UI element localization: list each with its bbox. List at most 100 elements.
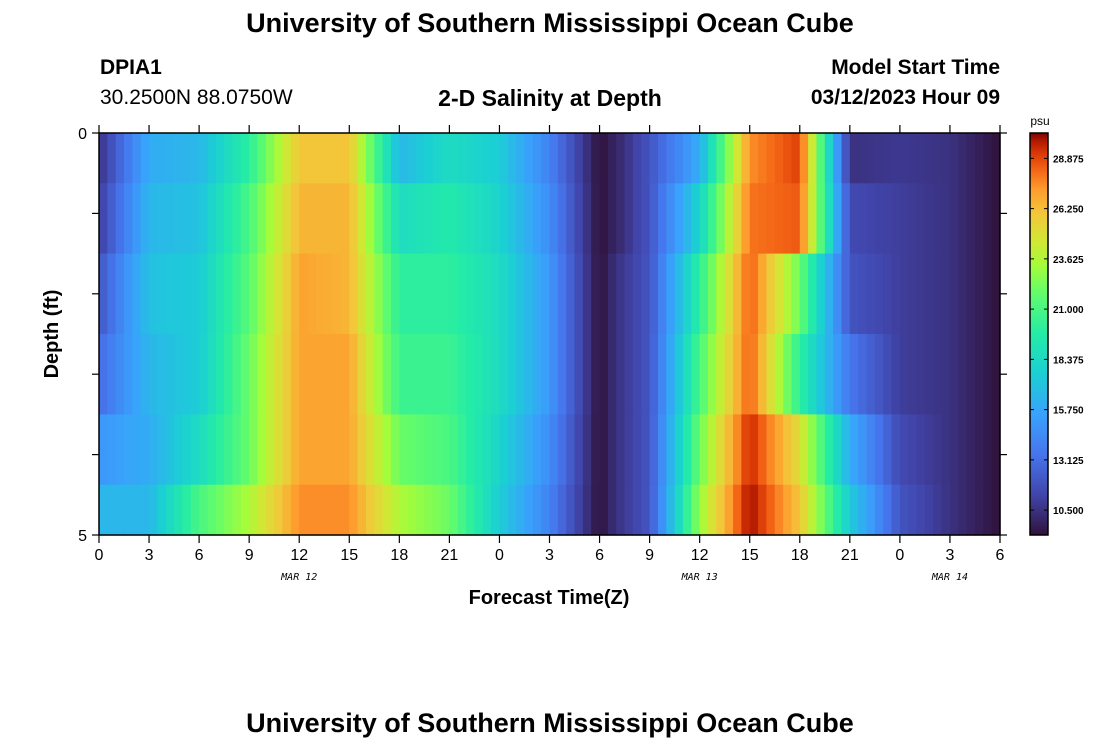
- heatmap-cell: [382, 334, 392, 415]
- heatmap-cell: [507, 414, 517, 486]
- heatmap-cell: [866, 253, 876, 335]
- heatmap-cell: [157, 183, 167, 255]
- heatmap-cell: [933, 183, 943, 255]
- heatmap-cell: [441, 133, 450, 184]
- heatmap-cell: [958, 183, 968, 255]
- heatmap-cell: [682, 484, 692, 536]
- heatmap-cell: [582, 133, 592, 184]
- heatmap-cell: [791, 183, 801, 255]
- x-tick-label: 18: [791, 547, 809, 564]
- heatmap-cell: [549, 253, 559, 335]
- heatmap-cell: [532, 183, 542, 255]
- heatmap-cell: [174, 484, 184, 536]
- heatmap-cell: [157, 484, 167, 536]
- heatmap-cell: [624, 484, 634, 536]
- heatmap-cell: [466, 334, 476, 415]
- heatmap-cell: [641, 183, 651, 255]
- heatmap-cell: [674, 253, 684, 335]
- heatmap-cell: [315, 334, 325, 415]
- heatmap-cell: [666, 133, 676, 184]
- heatmap-cell: [824, 334, 834, 415]
- heatmap-cell: [532, 334, 542, 415]
- heatmap-cell: [849, 253, 859, 335]
- heatmap-cell: [799, 253, 809, 335]
- heatmap-cell: [274, 253, 284, 335]
- heatmap-cell: [649, 133, 659, 184]
- heatmap-cell: [808, 414, 818, 486]
- page-title: University of Southern Mississippi Ocean…: [246, 8, 854, 38]
- heatmap-cell: [549, 414, 559, 486]
- heatmap-cell: [99, 484, 108, 536]
- heatmap-cell: [783, 484, 793, 536]
- heatmap-cell: [716, 334, 726, 415]
- heatmap-cell: [449, 133, 459, 184]
- heatmap-cell: [699, 183, 709, 255]
- heatmap-cell: [708, 484, 717, 536]
- heatmap-cell: [733, 414, 742, 486]
- heatmap-cell: [249, 334, 259, 415]
- heatmap-cell: [457, 183, 467, 255]
- heatmap-cell: [824, 484, 834, 536]
- heatmap-cell: [165, 253, 175, 335]
- heatmap-cell: [282, 484, 292, 536]
- heatmap-cell: [140, 334, 150, 415]
- heatmap-cell: [449, 183, 459, 255]
- heatmap-cell: [607, 334, 617, 415]
- heatmap-cell: [682, 253, 692, 335]
- heatmap-cell: [215, 133, 225, 184]
- heatmap-cell: [282, 183, 292, 255]
- heatmap-cell: [916, 484, 926, 536]
- heatmap-cell: [766, 253, 776, 335]
- heatmap-cell: [958, 334, 968, 415]
- heatmap-cell: [783, 414, 793, 486]
- heatmap-cell: [774, 133, 784, 184]
- heatmap-cell: [632, 253, 642, 335]
- y-tick-label: 0: [78, 126, 87, 143]
- heatmap-cell: [274, 183, 284, 255]
- heatmap-cell: [307, 253, 317, 335]
- heatmap-cell: [324, 334, 334, 415]
- heatmap-cell: [808, 253, 818, 335]
- heatmap-cell: [866, 133, 876, 184]
- heatmap-cell: [299, 414, 309, 486]
- heatmap-cell: [724, 484, 734, 536]
- heatmap-cell: [833, 484, 843, 536]
- heatmap-cell: [99, 334, 108, 415]
- heatmap-cell: [974, 414, 984, 486]
- heatmap-cell: [741, 484, 751, 536]
- heatmap-cell: [833, 253, 843, 335]
- heatmap-cell: [390, 414, 400, 486]
- heatmap-cell: [949, 484, 959, 536]
- heatmap-cell: [265, 484, 275, 536]
- heatmap-cell: [174, 334, 184, 415]
- heatmap-cell: [232, 414, 242, 486]
- heatmap-cell: [649, 183, 659, 255]
- heatmap-cell: [349, 253, 359, 335]
- heatmap-cell: [557, 183, 567, 255]
- heatmap-cell: [315, 133, 325, 184]
- heatmap-cell: [340, 253, 350, 335]
- heatmap-cell: [874, 183, 884, 255]
- heatmap-cell: [699, 484, 709, 536]
- heatmap-cell: [307, 133, 317, 184]
- heatmap-cell: [749, 253, 759, 335]
- colorbar-ticks: 28.875 26.250 23.625 21.000 18.375 15.750 13.1…: [1030, 154, 1084, 517]
- heatmap-cell: [708, 414, 717, 486]
- heatmap-cell: [908, 484, 918, 536]
- heatmap-cell: [165, 414, 175, 486]
- heatmap-cell: [708, 183, 717, 255]
- heatmap-cell: [632, 414, 642, 486]
- heatmap-cell: [741, 414, 751, 486]
- heatmap-cell: [190, 334, 200, 415]
- heatmap-cell: [566, 484, 576, 536]
- heatmap-cell: [991, 414, 1001, 486]
- heatmap-cell: [374, 253, 384, 335]
- heatmap-cell: [207, 414, 217, 486]
- heatmap-cell: [149, 133, 158, 184]
- heatmap-cell: [107, 334, 117, 415]
- heatmap-cell: [466, 414, 476, 486]
- heatmap-cell: [674, 334, 684, 415]
- heatmap-cell: [591, 484, 601, 536]
- heatmap-cell: [124, 334, 133, 415]
- heatmap-cell: [958, 414, 968, 486]
